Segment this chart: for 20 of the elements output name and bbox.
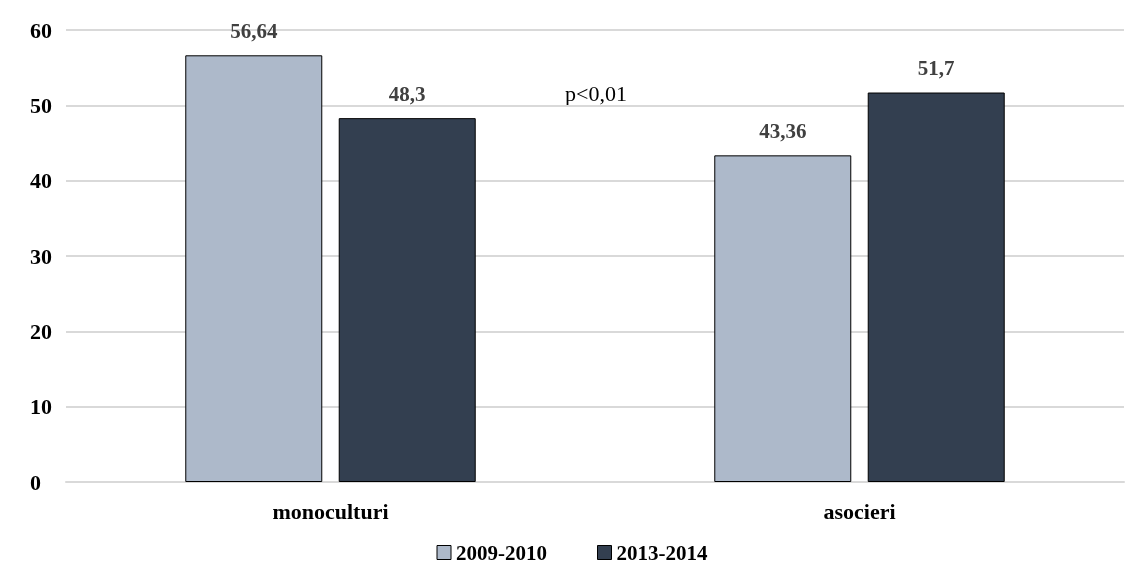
text: 48,3 [388, 81, 426, 106]
bar [714, 155, 852, 482]
bar [185, 55, 323, 482]
x-tick-label: asocieri [823, 498, 896, 524]
bar [338, 118, 476, 482]
y-tick-label: 60 [30, 17, 52, 43]
text: 43,36 [759, 118, 807, 143]
bar [867, 92, 1005, 482]
x-tick-label: monoculturi [272, 498, 389, 524]
y-tick-label: 0 [30, 469, 41, 495]
legend-label: 2009-2010 [456, 540, 548, 565]
y-tick-label: 50 [30, 92, 52, 118]
annotation: p<0,01 [565, 80, 627, 106]
y-tick-label: 10 [30, 394, 52, 420]
y-tick-label: 30 [30, 243, 52, 269]
text: 51,7 [917, 56, 955, 81]
text: 56,64 [230, 18, 278, 43]
y-tick-label: 20 [30, 318, 52, 344]
y-tick-label: 40 [30, 168, 52, 194]
legend-label: 2013-2014 [616, 540, 708, 565]
